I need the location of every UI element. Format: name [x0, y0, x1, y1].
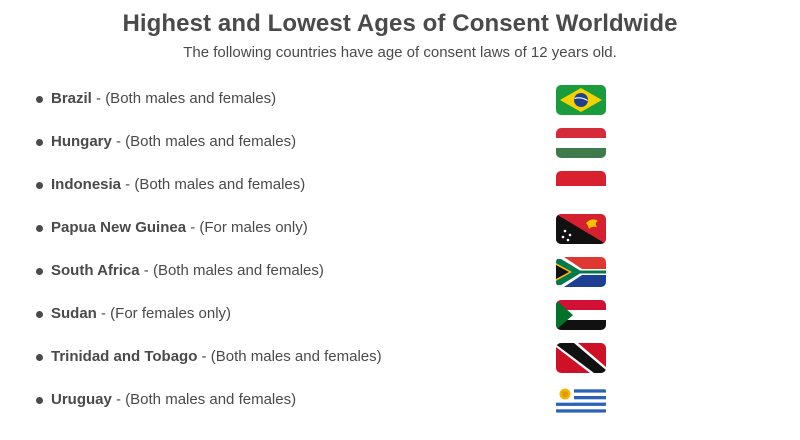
sudan-flag-icon [556, 300, 606, 330]
country-detail: - (Both males and females) [111, 391, 297, 408]
list-item: Trinidad and Tobago - (Both males and fe… [36, 337, 616, 380]
bullet-icon [36, 225, 43, 232]
country-detail: - (Both males and females) [139, 262, 324, 279]
bullet-icon [36, 268, 43, 275]
bullet-icon [36, 354, 43, 361]
country-list: Brazil - (Both males and females) Hungar… [36, 79, 616, 423]
country-detail: - (Both males and females) [111, 133, 297, 150]
list-item-text: Papua New Guinea - (For males only) [51, 219, 308, 236]
country-name: Indonesia [51, 176, 122, 193]
list-item: Hungary - (Both males and females) [36, 122, 616, 165]
country-name: Papua New Guinea [51, 219, 187, 236]
country-name: South Africa [51, 262, 140, 279]
list-item-text: Indonesia - (Both males and females) [51, 176, 305, 193]
list-item: Sudan - (For females only) [36, 294, 616, 337]
country-name: Sudan [51, 305, 97, 322]
list-item: South Africa - (Both males and females) [36, 251, 616, 294]
country-name: Hungary [51, 133, 112, 150]
indonesia-flag-icon [556, 171, 606, 201]
south-africa-flag-icon [556, 257, 606, 287]
bullet-icon [36, 96, 43, 103]
bullet-icon [36, 182, 43, 189]
page-title: Highest and Lowest Ages of Consent World… [122, 10, 678, 37]
country-name: Brazil [51, 90, 92, 107]
country-detail: - (Both males and females) [121, 176, 306, 193]
list-item: Papua New Guinea - (For males only) [36, 208, 616, 251]
country-detail: - (For females only) [96, 305, 232, 322]
list-item-text: Brazil - (Both males and females) [51, 90, 276, 107]
country-name: Uruguay [51, 391, 112, 408]
papua-new-guinea-flag-icon [556, 214, 606, 244]
country-name: Trinidad and Tobago [51, 348, 198, 365]
list-item-text: Sudan - (For females only) [51, 305, 231, 322]
list-item-text: Uruguay - (Both males and females) [51, 391, 296, 408]
uruguay-flag-icon [556, 386, 606, 416]
brazil-flag-icon [556, 85, 606, 115]
list-item-text: Trinidad and Tobago - (Both males and fe… [51, 348, 382, 365]
bullet-icon [36, 311, 43, 318]
list-item: Uruguay - (Both males and females) [36, 380, 616, 423]
country-detail: - (Both males and females) [197, 348, 382, 365]
page-subtitle: The following countries have age of cons… [183, 44, 617, 61]
bullet-icon [36, 139, 43, 146]
list-item-text: Hungary - (Both males and females) [51, 133, 296, 150]
list-item: Brazil - (Both males and females) [36, 79, 616, 122]
trinidad-and-tobago-flag-icon [556, 343, 606, 373]
country-detail: - (For males only) [186, 219, 308, 236]
bullet-icon [36, 397, 43, 404]
country-detail: - (Both males and females) [91, 90, 277, 107]
list-item: Indonesia - (Both males and females) [36, 165, 616, 208]
list-item-text: South Africa - (Both males and females) [51, 262, 324, 279]
hungary-flag-icon [556, 128, 606, 158]
